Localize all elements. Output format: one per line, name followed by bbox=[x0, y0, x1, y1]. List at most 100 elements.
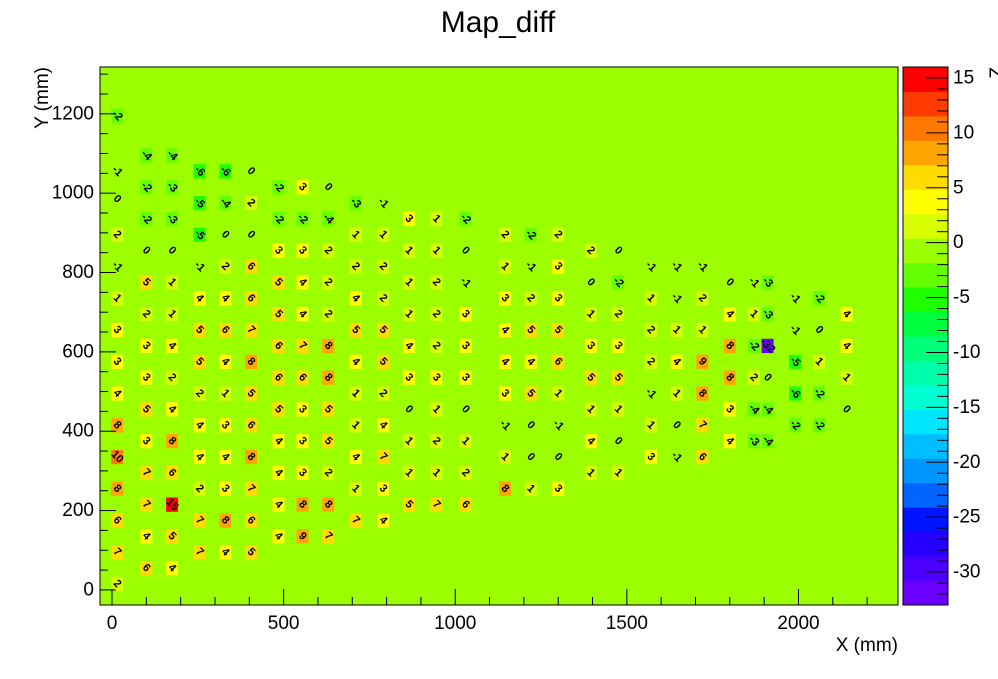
heatmap-cell bbox=[272, 211, 285, 227]
heatmap-cell bbox=[245, 481, 258, 496]
heatmap-cell bbox=[552, 386, 565, 401]
heatmap-cell bbox=[111, 291, 124, 306]
chart-title: Map_diff bbox=[441, 6, 556, 39]
heatmap-cell bbox=[111, 545, 124, 560]
heatmap-cell bbox=[789, 354, 802, 369]
heatmap-cell bbox=[402, 465, 415, 481]
heatmap-cell bbox=[166, 370, 179, 385]
heatmap-cell bbox=[377, 259, 390, 274]
heatmap-cell bbox=[761, 275, 774, 290]
heatmap-cell bbox=[296, 497, 309, 512]
y-tick-label: 1200 bbox=[52, 103, 94, 124]
heatmap-cell bbox=[245, 545, 258, 560]
heatmap-cell bbox=[111, 386, 124, 401]
heatmap-cell bbox=[696, 291, 709, 306]
heatmap-cell bbox=[349, 259, 362, 274]
heatmap-cell bbox=[322, 433, 335, 449]
heatmap-cell bbox=[166, 465, 179, 481]
color-scale-segment bbox=[903, 384, 948, 410]
x-tick-label: 1500 bbox=[606, 613, 648, 634]
heatmap-cell bbox=[296, 243, 309, 258]
heatmap-cell bbox=[111, 191, 124, 207]
heatmap-cell bbox=[272, 529, 285, 544]
heatmap-cell bbox=[111, 259, 124, 274]
heatmap-cell bbox=[296, 211, 309, 227]
heatmap-cell bbox=[499, 227, 512, 242]
heatmap-cell bbox=[272, 433, 285, 449]
heatmap-cell bbox=[219, 291, 232, 306]
heatmap-cell bbox=[499, 291, 512, 306]
heatmap-cell bbox=[402, 243, 415, 258]
heatmap-cell bbox=[111, 322, 124, 338]
heatmap-cell bbox=[459, 402, 472, 417]
heatmap-cell bbox=[377, 386, 390, 401]
heatmap-cell bbox=[296, 338, 309, 354]
heatmap-cell bbox=[584, 275, 597, 290]
heatmap-cell bbox=[140, 307, 153, 322]
heatmap-cell bbox=[166, 433, 179, 449]
heatmap-cell bbox=[499, 322, 512, 338]
heatmap-cell bbox=[644, 386, 657, 401]
heatmap-cell bbox=[296, 307, 309, 322]
heatmap-cell bbox=[140, 370, 153, 385]
heatmap-cell bbox=[430, 402, 443, 417]
heatmap-cell bbox=[584, 402, 597, 417]
heatmap-cell bbox=[111, 449, 124, 465]
color-scale-segment bbox=[903, 311, 948, 337]
heatmap-cell bbox=[524, 291, 537, 306]
heatmap-cell bbox=[670, 291, 683, 306]
heatmap-cell bbox=[670, 322, 683, 338]
heatmap-cell bbox=[193, 449, 206, 465]
heatmap-cell bbox=[761, 307, 774, 322]
heatmap-cell bbox=[696, 322, 709, 338]
heatmap-cell bbox=[193, 227, 206, 242]
heatmap-cell bbox=[245, 195, 258, 211]
heatmap-cell bbox=[272, 402, 285, 417]
heatmap-cell bbox=[296, 529, 309, 544]
heatmap-cell bbox=[349, 449, 362, 465]
heatmap-cell bbox=[193, 291, 206, 306]
heatmap-cell bbox=[670, 354, 683, 369]
z-tick-label: -30 bbox=[953, 562, 980, 583]
heatmap-cell bbox=[723, 402, 736, 417]
heatmap-cell bbox=[552, 418, 565, 433]
heatmap-cell bbox=[612, 402, 625, 417]
z-axis-label: Z bbox=[987, 67, 998, 79]
heatmap-cell bbox=[499, 481, 512, 496]
heatmap-cell bbox=[644, 418, 657, 433]
color-scale-segment bbox=[903, 531, 948, 557]
heatmap-cell bbox=[761, 370, 774, 385]
heatmap-cell bbox=[349, 354, 362, 369]
heatmap-cell bbox=[272, 180, 285, 195]
heatmap-cell bbox=[140, 243, 153, 258]
heatmap-cell bbox=[272, 338, 285, 354]
heatmap-cell bbox=[670, 418, 683, 433]
heatmap-cell bbox=[140, 148, 153, 163]
heatmap-cell bbox=[402, 370, 415, 385]
heatmap-cell bbox=[193, 322, 206, 338]
heatmap-cell bbox=[322, 275, 335, 290]
heatmap-cell bbox=[459, 338, 472, 354]
heatmap-cell bbox=[612, 307, 625, 322]
heatmap-cell bbox=[430, 465, 443, 481]
heatmap-cell bbox=[166, 529, 179, 544]
heatmap-cell bbox=[552, 354, 565, 369]
heatmap-cell bbox=[193, 354, 206, 369]
heatmap-cell bbox=[524, 259, 537, 274]
heatmap-cell bbox=[245, 291, 258, 306]
heatmap-cell bbox=[459, 211, 472, 227]
heatmap-cell bbox=[499, 386, 512, 401]
color-scale-segment bbox=[903, 91, 948, 117]
heatmap-cell bbox=[111, 354, 124, 369]
heatmap-cell bbox=[245, 354, 258, 369]
heatmap-cell bbox=[219, 545, 232, 560]
heatmap-cell bbox=[584, 307, 597, 322]
heatmap-cell bbox=[552, 291, 565, 306]
heatmap-cell bbox=[644, 449, 657, 465]
heatmap-cell bbox=[166, 497, 179, 512]
color-scale-frame bbox=[902, 66, 949, 606]
heatmap-cell bbox=[245, 449, 258, 465]
heatmap-cell bbox=[111, 227, 124, 242]
heatmap-cell bbox=[813, 418, 826, 433]
heatmap-cell bbox=[459, 275, 472, 290]
